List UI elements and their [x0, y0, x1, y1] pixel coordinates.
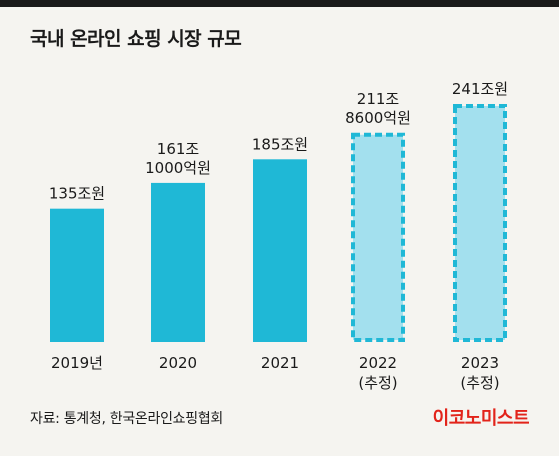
value-label-1-1: 1000억원: [145, 159, 211, 177]
bar-0: [50, 208, 104, 342]
bar-3: [351, 132, 405, 342]
category-label-3: 2022: [359, 354, 397, 372]
chart-title: 국내 온라인 쇼핑 시장 규모: [30, 28, 242, 50]
value-label-0-0: 135조원: [49, 185, 105, 203]
value-label-2-0: 185조원: [252, 135, 308, 153]
brand-logo: 이코노미스트: [432, 408, 530, 429]
category-label-2: 2021: [261, 354, 299, 372]
value-label-4-0: 241조원: [452, 80, 508, 98]
top-bar: [0, 0, 559, 7]
value-label-3-1: 8600억원: [345, 109, 411, 127]
category-label-0: 2019년: [51, 354, 103, 372]
category-note-4: (추정): [460, 374, 499, 392]
bar-2: [253, 159, 307, 342]
value-label-1-0: 161조: [157, 140, 200, 158]
bar-1: [151, 182, 205, 342]
source-note: 자료: 통계청, 한국온라인쇼핑협회: [30, 411, 223, 427]
bar-4: [453, 104, 507, 342]
category-note-3: (추정): [358, 374, 397, 392]
category-label-4: 2023: [461, 354, 499, 372]
value-label-3-0: 211조: [357, 90, 400, 108]
category-label-1: 2020: [159, 354, 197, 372]
